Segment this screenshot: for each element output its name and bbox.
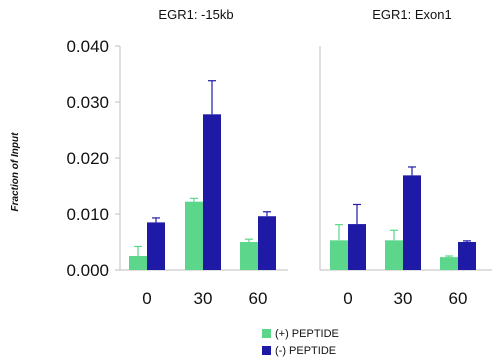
bar-plus-peptide — [440, 257, 458, 270]
panel-1-title: EGR1: -15kb — [158, 7, 233, 22]
panel-2-bars — [330, 166, 476, 270]
legend-label-minus-peptide: (-) PEPTIDE — [275, 345, 336, 357]
bar-plus-peptide — [129, 256, 147, 270]
legend-label-plus-peptide: (+) PEPTIDE — [275, 328, 339, 340]
legend-swatch-plus-peptide — [262, 329, 271, 338]
bar-minus-peptide — [147, 222, 165, 270]
panel-1-bars — [129, 80, 276, 270]
x-tick-label: 30 — [394, 289, 413, 308]
y-tick-label: 0.020 — [66, 149, 109, 168]
y-tick-label: 0.000 — [66, 261, 109, 280]
legend: (+) PEPTIDE (-) PEPTIDE — [262, 328, 339, 357]
y-tick-label: 0.030 — [66, 93, 109, 112]
y-tick-label: 0.040 — [66, 37, 109, 56]
x-tick-label: 0 — [343, 289, 352, 308]
x-tick-label: 30 — [194, 289, 213, 308]
panel-egr1-exon1: EGR1: Exon1 0 30 60 — [319, 7, 492, 308]
y-tick-label: 0.010 — [66, 205, 109, 224]
y-tick-labels: 0.000 0.010 0.020 0.030 0.040 — [66, 37, 109, 280]
bar-plus-peptide — [330, 240, 348, 270]
panel-2-x-tick-labels: 0 30 60 — [343, 289, 467, 308]
legend-swatch-minus-peptide — [262, 346, 271, 355]
x-tick-label: 60 — [249, 289, 268, 308]
bar-plus-peptide — [185, 201, 203, 270]
bar-minus-peptide — [403, 175, 421, 270]
panel-egr1-15kb: EGR1: -15kb Fraction of Input 0.000 0.01… — [10, 7, 288, 308]
panel-2-title: EGR1: Exon1 — [372, 7, 452, 22]
x-tick-label: 0 — [142, 289, 151, 308]
bar-minus-peptide — [203, 114, 221, 270]
bar-plus-peptide — [240, 242, 258, 270]
x-tick-label: 60 — [449, 289, 468, 308]
bar-minus-peptide — [258, 216, 276, 270]
bar-minus-peptide — [458, 242, 476, 270]
panel-1-x-tick-labels: 0 30 60 — [142, 289, 267, 308]
y-axis-label: Fraction of Input — [10, 132, 21, 212]
bar-minus-peptide — [348, 224, 366, 270]
bar-plus-peptide — [385, 240, 403, 270]
